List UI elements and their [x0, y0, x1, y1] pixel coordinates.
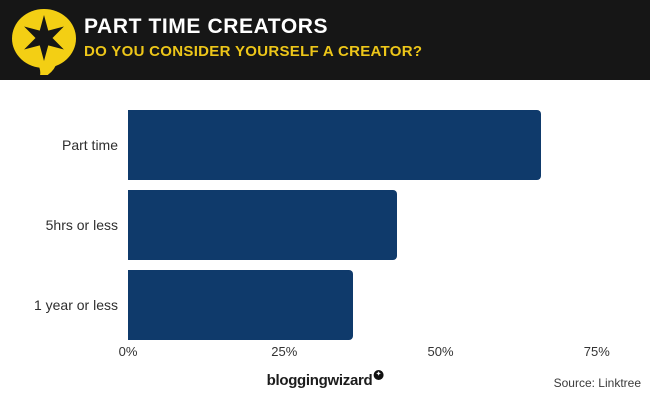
- speech-bubble-star-icon: [12, 9, 76, 75]
- x-tick-label: 50%: [427, 344, 454, 359]
- bar: [128, 190, 397, 260]
- x-tick-label: 75%: [583, 344, 610, 359]
- bar-row: 1 year or less: [0, 270, 650, 340]
- bar-label: Part time: [61, 137, 118, 153]
- x-tick-label: 0%: [118, 344, 138, 359]
- footer-brand-text: bloggingwizard: [266, 372, 373, 389]
- bar: [128, 270, 353, 340]
- bar: [128, 110, 541, 180]
- bar-row: Part time: [0, 110, 650, 180]
- footer-brand-logo: bloggingwizard ✦: [266, 370, 384, 389]
- bar-label: 1 year or less: [33, 297, 118, 313]
- page-subtitle: DO YOU CONSIDER YOURSELF A CREATOR?: [84, 43, 423, 60]
- sparkle-badge-icon: ✦: [373, 370, 384, 380]
- bar-label: 5hrs or less: [45, 217, 118, 233]
- source-label: Source: Linktree: [553, 376, 641, 390]
- bar-chart: Part time 5hrs or less 1 year or less: [0, 110, 650, 360]
- header-banner: PART TIME CREATORS DO YOU CONSIDER YOURS…: [0, 0, 650, 80]
- bar-row: 5hrs or less: [0, 190, 650, 260]
- page-title: PART TIME CREATORS: [84, 15, 329, 38]
- x-tick-label: 25%: [271, 344, 298, 359]
- x-axis: 0% 25% 50% 75%: [119, 344, 628, 362]
